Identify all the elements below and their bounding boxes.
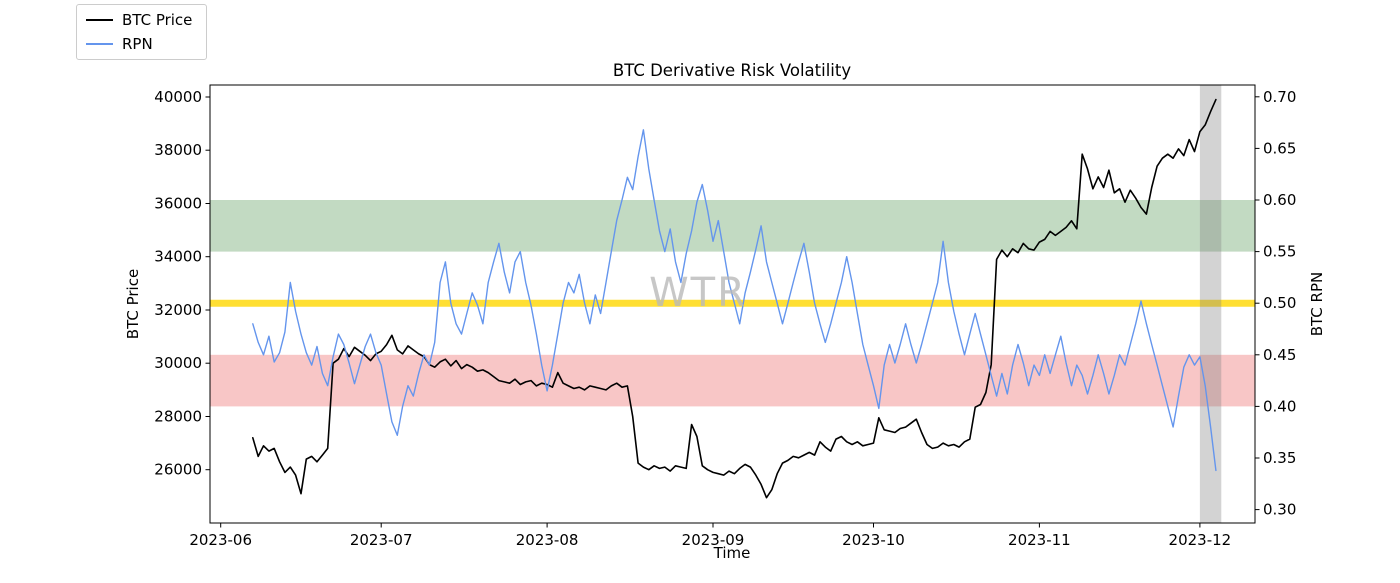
btc-price-line-sample [86,19,113,22]
y-right-tick-label: 0.60 [1263,191,1296,209]
y-right-tick-label: 0.55 [1263,243,1296,261]
legend-item-rpn: RPN [86,34,192,53]
y-left-tick-label: 36000 [154,195,202,213]
y-right-tick-label: 0.50 [1263,294,1296,312]
y-left-tick-label: 28000 [154,408,202,426]
legend: BTC Price RPN [76,4,208,60]
plot-border [209,84,1256,524]
chart-title: BTC Derivative Risk Volatility [613,61,851,80]
series-btc-price [252,98,1217,499]
legend-item-btc-price: BTC Price [86,12,192,29]
x-tick-label: 2023-11 [1008,531,1071,549]
band-lower-red-zone [210,354,1255,407]
x-tick-label: 2023-09 [682,531,745,549]
y-left-tick-label: 30000 [154,354,202,372]
x-tick-label: 2023-08 [516,531,579,549]
y-right-tick-label: 0.65 [1263,139,1296,157]
x-axis-label: Time [713,544,751,562]
legend-label-btc-price: BTC Price [122,11,193,29]
y-right-tick-label: 0.45 [1263,346,1296,364]
series-rpn [252,129,1217,472]
y-axis-label-right: BTC RPN [1308,272,1326,337]
y-left-tick-label: 38000 [154,141,202,159]
y-left-tick-label: 34000 [154,248,202,266]
x-tick-label: 2023-12 [1169,531,1232,549]
axes-layer: 2023-06 2023-07 2023-08 2023-09 2023-10 2023-… [154,88,1296,549]
x-tick-label: 2023-10 [842,531,905,549]
y-right-tick-label: 0.35 [1263,449,1296,467]
x-tick-label: 2023-07 [350,531,413,549]
y-left-tick-label: 32000 [154,301,202,319]
x-tick-label: 2023-06 [189,531,252,549]
vspan-recent-window [1199,85,1222,523]
y-left-tick-label: 40000 [154,88,202,106]
y-right-tick-label: 0.40 [1263,397,1296,415]
rpn-line-sample [86,42,113,45]
band-layer [210,85,1255,523]
y-right-tick-label: 0.70 [1263,88,1296,106]
legend-label-rpn: RPN [122,34,153,53]
series-layer [252,98,1217,499]
y-axis-label-left: BTC Price [124,269,142,339]
y-left-tick-label: 26000 [154,461,202,479]
watermark: WTR [649,270,747,316]
band-upper-green-zone [210,200,1255,252]
y-right-tick-label: 0.30 [1263,501,1296,519]
